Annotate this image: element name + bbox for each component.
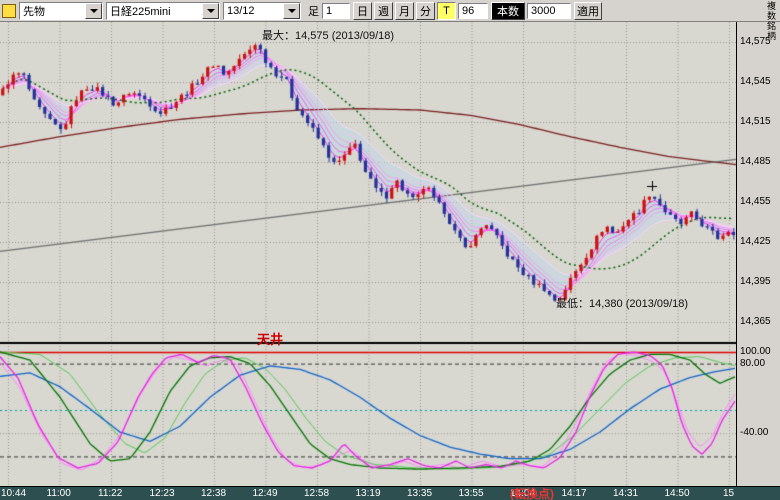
apply-button[interactable]: 適用 bbox=[574, 1, 602, 20]
time-axis-label: 13:55 bbox=[458, 488, 484, 499]
time-axis-label: 15 bbox=[723, 488, 735, 499]
symbol-select[interactable]: 日経225mini bbox=[106, 1, 220, 20]
max-price-annotation: 最大：14,575 (2013/09/18) bbox=[262, 30, 395, 42]
interval-value: 1 bbox=[326, 4, 333, 17]
price-axis-label: 14,395 bbox=[740, 276, 771, 287]
minute-button[interactable]: 分 bbox=[416, 1, 435, 20]
bars-button[interactable]: 本数 bbox=[491, 1, 525, 20]
time-axis-label: 12:58 bbox=[304, 488, 330, 499]
contract-select-value: 13/12 bbox=[227, 4, 255, 17]
bars-count-input[interactable]: 3000 bbox=[527, 2, 571, 19]
price-axis-label: 14,455 bbox=[740, 196, 771, 207]
time-axis-label: 13:35 bbox=[407, 488, 433, 499]
time-axis-label: 14:31 bbox=[613, 488, 639, 499]
price-axis-label: 14,425 bbox=[740, 236, 771, 247]
oscillator-axis-label: 80.00 bbox=[740, 357, 766, 369]
month-button[interactable]: 月 bbox=[395, 1, 414, 20]
min-price-annotation: 最低：14,380 (2013/09/18) bbox=[556, 298, 689, 310]
day-button[interactable]: 日 bbox=[353, 1, 372, 20]
market-select-value: 先物 bbox=[23, 5, 45, 18]
bars-count-value: 3000 bbox=[531, 4, 556, 17]
price-axis-label: 14,365 bbox=[740, 316, 771, 327]
bar-type-label: 足 bbox=[308, 5, 319, 18]
symbol-select-value: 日経225mini bbox=[110, 5, 171, 18]
price-axis-label: 14,515 bbox=[740, 116, 771, 127]
time-axis-label: 14:50 bbox=[664, 488, 690, 499]
main-price-chart[interactable] bbox=[0, 22, 736, 343]
chevron-down-icon[interactable] bbox=[283, 2, 300, 19]
turning-point-annotation: (転換点) bbox=[510, 487, 554, 500]
count-value: 96 bbox=[462, 4, 475, 17]
price-axis: 14,575 14,545 14,515 14,485 14,455 14,425 14,3… bbox=[736, 22, 780, 486]
time-axis-label: 10:44 bbox=[1, 488, 27, 499]
time-axis-label: 11:00 bbox=[46, 488, 71, 499]
market-select[interactable]: 先物 bbox=[19, 1, 103, 20]
time-axis: 10:44 11:00 11:22 12:23 12:38 12:49 12:58 13:19… bbox=[0, 486, 780, 500]
chart-type-icon[interactable] bbox=[2, 3, 16, 18]
count-input[interactable]: 96 bbox=[458, 2, 488, 19]
oscillator-chart[interactable] bbox=[0, 343, 736, 486]
contract-select[interactable]: 13/12 bbox=[223, 1, 301, 20]
chevron-down-icon[interactable] bbox=[202, 2, 219, 19]
time-axis-label: 11:22 bbox=[98, 488, 123, 499]
time-axis-label: 14:04 bbox=[510, 488, 536, 499]
interval-input[interactable]: 1 bbox=[322, 2, 350, 19]
time-axis-label: 12:38 bbox=[201, 488, 227, 499]
toolbar: 先物 日経225mini 13/12 足 1 日 週 月 分 T 96 本数 3… bbox=[0, 0, 780, 22]
tick-button[interactable]: T bbox=[437, 1, 456, 20]
price-axis-label: 14,575 bbox=[740, 36, 771, 47]
chevron-down-icon[interactable] bbox=[85, 2, 102, 19]
time-axis-label: 12:23 bbox=[149, 488, 175, 499]
oscillator-axis-label: 100.00 bbox=[740, 346, 771, 357]
ceiling-annotation: 天井 bbox=[257, 332, 284, 347]
price-axis-label: 14,485 bbox=[740, 156, 771, 167]
week-button[interactable]: 週 bbox=[374, 1, 393, 20]
time-axis-label: 12:49 bbox=[252, 488, 278, 499]
price-axis-label: 14,545 bbox=[740, 76, 771, 87]
oscillator-axis-label: -40.00 bbox=[740, 427, 769, 439]
time-axis-label: 13:19 bbox=[355, 488, 381, 499]
multi-symbol-button[interactable]: 複数銘柄 bbox=[766, 1, 776, 41]
time-axis-label: 14:17 bbox=[561, 488, 587, 499]
